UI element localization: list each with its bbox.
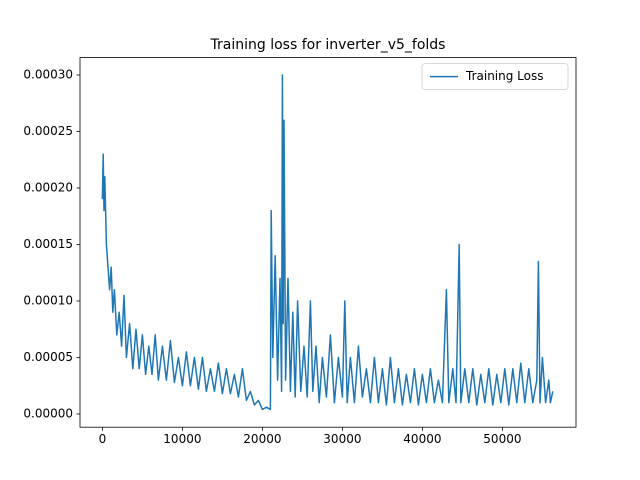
- data-line: [101, 74, 554, 411]
- plot-frame: [79, 57, 577, 428]
- legend-box: [421, 63, 569, 90]
- x-tick-label: 10000: [163, 432, 201, 446]
- y-tick-label: 0.00020: [23, 180, 73, 194]
- y-tick-label: 0.00010: [23, 293, 73, 307]
- y-tick-label: 0.00000: [23, 406, 73, 420]
- x-tick-label: 20000: [243, 432, 281, 446]
- y-tick-label: 0.00025: [23, 124, 73, 138]
- y-tick-label: 0.00015: [23, 237, 73, 251]
- x-tick-label: 50000: [483, 432, 521, 446]
- y-tick-label: 0.00005: [23, 350, 73, 364]
- chart-title: Training loss for inverter_v5_folds: [210, 37, 446, 53]
- x-tick-label: 30000: [323, 432, 361, 446]
- legend-label: Training Loss: [465, 69, 543, 83]
- y-tick-label: 0.00030: [23, 68, 73, 82]
- x-tick-label: 40000: [403, 432, 441, 446]
- x-tick-label: 0: [99, 432, 107, 446]
